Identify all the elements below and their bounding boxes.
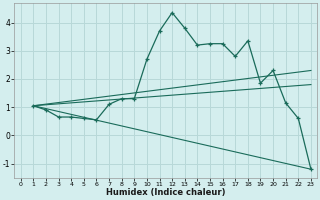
X-axis label: Humidex (Indice chaleur): Humidex (Indice chaleur) bbox=[106, 188, 226, 197]
